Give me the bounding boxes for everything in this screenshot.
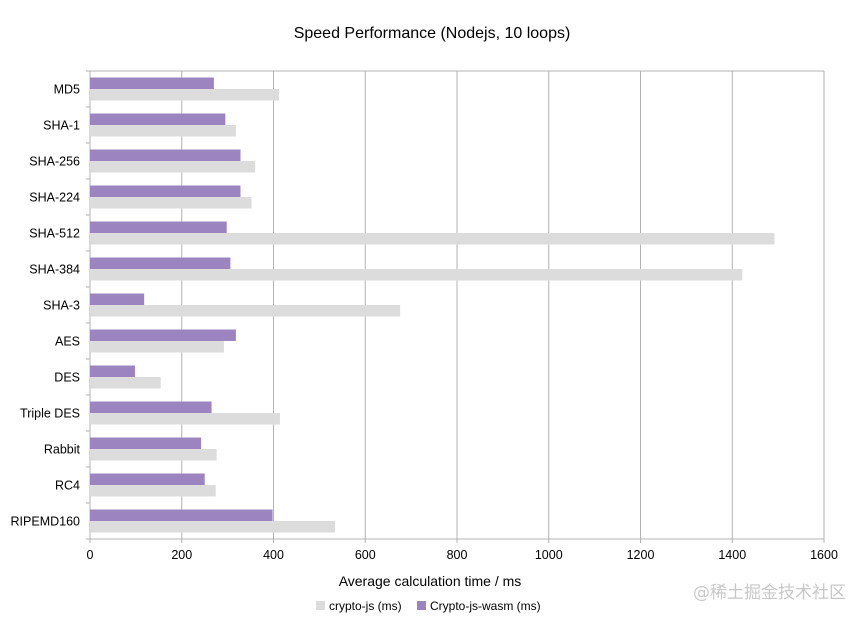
x-tick-label: 600 xyxy=(355,548,376,562)
bar-crypto-js-wasm-ripemd160 xyxy=(90,509,273,521)
bar-crypto-js-wasm-sha-224 xyxy=(90,185,241,197)
category-label: DES xyxy=(54,371,80,385)
bar-crypto-js-rabbit xyxy=(90,449,217,461)
grid xyxy=(86,70,825,543)
bar-crypto-js-wasm-sha-256 xyxy=(90,149,241,161)
bar-crypto-js-sha-3 xyxy=(90,305,401,317)
x-tick-label: 0 xyxy=(87,548,94,562)
x-tick-label: 1400 xyxy=(718,548,746,562)
x-tick-label: 1000 xyxy=(535,548,563,562)
bar-crypto-js-aes xyxy=(90,341,224,353)
bar-crypto-js-wasm-rc4 xyxy=(90,473,205,485)
bar-crypto-js-sha-384 xyxy=(90,269,743,281)
legend-swatch-crypto-js-wasm xyxy=(417,601,426,610)
bars xyxy=(90,77,775,533)
category-label: SHA-224 xyxy=(29,191,80,205)
category-label: Triple DES xyxy=(20,407,80,421)
category-label: SHA-256 xyxy=(29,155,80,169)
bar-crypto-js-wasm-sha-3 xyxy=(90,293,145,305)
category-label: SHA-512 xyxy=(29,227,80,241)
bar-crypto-js-triple-des xyxy=(90,413,280,425)
chart-title: Speed Performance (Nodejs, 10 loops) xyxy=(294,25,571,42)
category-label: RIPEMD160 xyxy=(11,515,81,529)
category-label: MD5 xyxy=(54,83,80,97)
x-axis-label: Average calculation time / ms xyxy=(339,573,522,589)
watermark: @稀土掘金技术社区 xyxy=(693,583,846,603)
bar-crypto-js-ripemd160 xyxy=(90,521,335,533)
legend-label-crypto-js-wasm: Crypto-js-wasm (ms) xyxy=(430,599,541,613)
x-tick-label: 1200 xyxy=(627,548,655,562)
bar-crypto-js-wasm-sha-384 xyxy=(90,257,231,269)
legend-swatch-crypto-js xyxy=(316,601,325,610)
bar-crypto-js-wasm-sha-512 xyxy=(90,221,227,233)
bar-crypto-js-sha-256 xyxy=(90,161,256,173)
legend: crypto-js (ms) Crypto-js-wasm (ms) xyxy=(316,599,541,613)
bar-crypto-js-wasm-des xyxy=(90,365,135,377)
legend-label-crypto-js: crypto-js (ms) xyxy=(329,599,402,613)
x-tick-label: 1600 xyxy=(810,548,838,562)
bar-crypto-js-wasm-aes xyxy=(90,329,236,341)
bar-crypto-js-sha-1 xyxy=(90,125,236,137)
bar-crypto-js-md5 xyxy=(90,89,280,101)
bar-crypto-js-wasm-rabbit xyxy=(90,437,202,449)
category-label: SHA-3 xyxy=(43,299,80,313)
bar-crypto-js-sha-512 xyxy=(90,233,775,245)
bar-crypto-js-wasm-sha-1 xyxy=(90,113,226,125)
category-label: SHA-384 xyxy=(29,263,80,277)
category-label: AES xyxy=(55,335,80,349)
x-tick-label: 200 xyxy=(171,548,192,562)
x-tick-label: 400 xyxy=(263,548,284,562)
bar-crypto-js-sha-224 xyxy=(90,197,252,209)
category-label: SHA-1 xyxy=(43,119,80,133)
bar-crypto-js-wasm-triple-des xyxy=(90,401,212,413)
category-label: RC4 xyxy=(55,479,80,493)
category-labels: MD5 SHA-1 SHA-256 SHA-224 SHA-512 SHA-384 SHA-… xyxy=(11,83,81,529)
category-label: Rabbit xyxy=(44,443,81,457)
bar-crypto-js-wasm-md5 xyxy=(90,77,214,89)
bar-crypto-js-des xyxy=(90,377,161,389)
bar-crypto-js-rc4 xyxy=(90,485,216,497)
x-tick-label: 800 xyxy=(447,548,468,562)
x-tick-labels: 0 200 400 600 800 1000 1200 1400 1600 xyxy=(87,548,838,562)
